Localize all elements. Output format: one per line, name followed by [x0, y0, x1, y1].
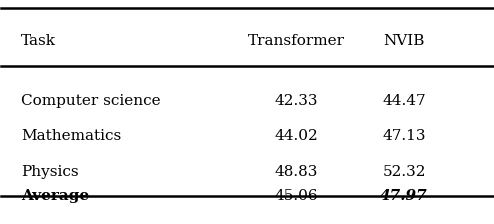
Text: NVIB: NVIB	[383, 34, 425, 48]
Text: Average: Average	[21, 189, 89, 203]
Text: Computer science: Computer science	[21, 94, 161, 108]
Text: Mathematics: Mathematics	[21, 129, 122, 143]
Text: Physics: Physics	[21, 165, 79, 179]
Text: 52.32: 52.32	[382, 165, 426, 179]
Text: 42.33: 42.33	[274, 94, 318, 108]
Text: 44.47: 44.47	[382, 94, 426, 108]
Text: 48.83: 48.83	[275, 165, 318, 179]
Text: Transformer: Transformer	[247, 34, 345, 48]
Text: 47.13: 47.13	[382, 129, 426, 143]
Text: 47.97: 47.97	[380, 189, 428, 203]
Text: 45.06: 45.06	[274, 189, 318, 203]
Text: 44.02: 44.02	[274, 129, 318, 143]
Text: Task: Task	[21, 34, 56, 48]
